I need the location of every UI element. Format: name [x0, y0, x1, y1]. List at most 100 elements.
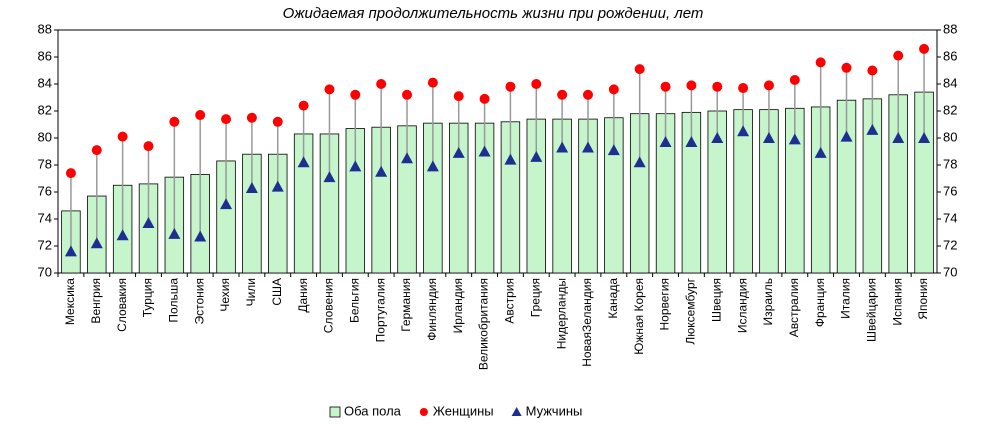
y2-tick-label: 72	[943, 237, 957, 252]
women-marker	[686, 80, 697, 91]
women-marker	[841, 62, 852, 73]
x-tick-label: Португалия	[373, 278, 387, 342]
legend-label: Оба пола	[344, 403, 402, 418]
x-tick-label: Венгрия	[89, 278, 103, 324]
men-marker	[659, 136, 672, 148]
men-marker	[478, 145, 491, 157]
women-marker	[505, 81, 516, 92]
x-tick-label: Бельгия	[347, 278, 361, 323]
y2-tick-label: 74	[943, 210, 957, 225]
x-tick-label: Словения	[322, 278, 336, 333]
x-tick-label: Израиль	[761, 278, 775, 325]
x-tick-label: Канада	[606, 278, 620, 319]
x-tick-label: Германия	[399, 278, 413, 332]
men-marker	[220, 198, 233, 210]
women-marker	[246, 112, 257, 123]
x-tick-label: Чехия	[218, 278, 232, 312]
women-marker	[531, 79, 542, 89]
men-marker	[581, 141, 594, 153]
y2-tick-label: 88	[943, 21, 957, 36]
men-marker	[194, 230, 207, 242]
x-tick-label: Финляндия	[425, 278, 439, 341]
x-tick-label: Норвегия	[658, 278, 672, 331]
men-marker	[245, 181, 258, 193]
y-tick-label: 80	[38, 129, 52, 144]
y-tick-label: 78	[38, 156, 52, 171]
x-tick-label: Великобритания	[477, 278, 491, 370]
y-tick-label: 86	[38, 48, 52, 63]
women-marker	[376, 79, 387, 89]
x-tick-label: Испания	[890, 278, 904, 326]
legend-label: Женщины	[433, 403, 494, 418]
x-tick-label: Эстония	[192, 278, 206, 325]
men-marker	[737, 125, 750, 137]
men-marker	[142, 217, 155, 229]
women-marker	[195, 110, 206, 121]
men-marker	[452, 146, 465, 158]
men-marker	[814, 146, 827, 158]
women-marker	[91, 145, 102, 156]
women-marker	[298, 100, 309, 111]
chart-title: Ожидаемая продолжительность жизни при ро…	[283, 5, 704, 22]
y2-tick-label: 78	[943, 156, 957, 171]
men-marker	[297, 156, 310, 168]
men-marker	[64, 245, 77, 257]
x-tick-label: Швейцария	[865, 278, 879, 342]
x-tick-label: Дания	[296, 278, 310, 313]
women-marker	[738, 83, 749, 94]
women-marker	[324, 84, 335, 95]
men-marker	[711, 132, 724, 143]
men-marker	[918, 132, 931, 143]
x-tick-label: Нидерланды	[554, 278, 568, 349]
x-tick-label: Италия	[839, 278, 853, 319]
x-tick-label: Швеция	[709, 278, 723, 322]
x-tick-label: Польша	[167, 278, 181, 323]
men-marker	[788, 133, 801, 145]
men-marker	[504, 153, 517, 165]
women-marker	[867, 65, 878, 76]
x-tick-label: Мексика	[63, 278, 77, 325]
legend-swatch	[329, 406, 341, 418]
women-marker	[169, 116, 180, 127]
y2-tick-label: 82	[943, 102, 957, 117]
men-marker	[892, 132, 905, 143]
y-tick-label: 76	[38, 183, 52, 198]
men-marker	[840, 130, 853, 142]
x-tick-label: Ирландия	[451, 278, 465, 333]
women-marker	[815, 57, 826, 68]
women-marker	[453, 91, 464, 102]
x-tick-label: Австралия	[787, 278, 801, 337]
women-marker	[65, 168, 76, 179]
men-marker	[685, 136, 698, 148]
men-marker	[90, 237, 103, 249]
x-tick-label: НоваяЗеландия	[580, 278, 594, 367]
men-marker	[349, 160, 362, 172]
women-marker	[919, 43, 930, 54]
x-tick-label: Словакия	[115, 278, 129, 332]
women-marker	[272, 116, 283, 127]
y-tick-label: 82	[38, 102, 52, 117]
y-tick-label: 70	[38, 264, 52, 279]
men-marker	[116, 229, 129, 241]
men-marker	[271, 180, 284, 192]
men-marker	[607, 144, 620, 156]
y-tick-label: 74	[38, 210, 52, 225]
legend-swatch	[511, 407, 522, 416]
men-marker	[530, 150, 543, 162]
y-tick-label: 88	[38, 21, 52, 36]
y-tick-label: 84	[38, 75, 52, 90]
men-marker	[556, 141, 569, 153]
men-marker	[401, 152, 414, 164]
men-marker	[762, 132, 775, 143]
men-marker	[426, 160, 439, 172]
x-tick-label: Турция	[141, 278, 155, 317]
women-marker	[557, 89, 568, 100]
women-marker	[221, 114, 232, 125]
women-marker	[634, 64, 645, 75]
x-tick-label: Австрия	[503, 278, 517, 324]
y2-tick-label: 70	[943, 264, 957, 279]
plot-area	[57, 29, 938, 274]
x-tick-label: Южная Корея	[632, 278, 646, 355]
women-marker	[402, 89, 413, 100]
